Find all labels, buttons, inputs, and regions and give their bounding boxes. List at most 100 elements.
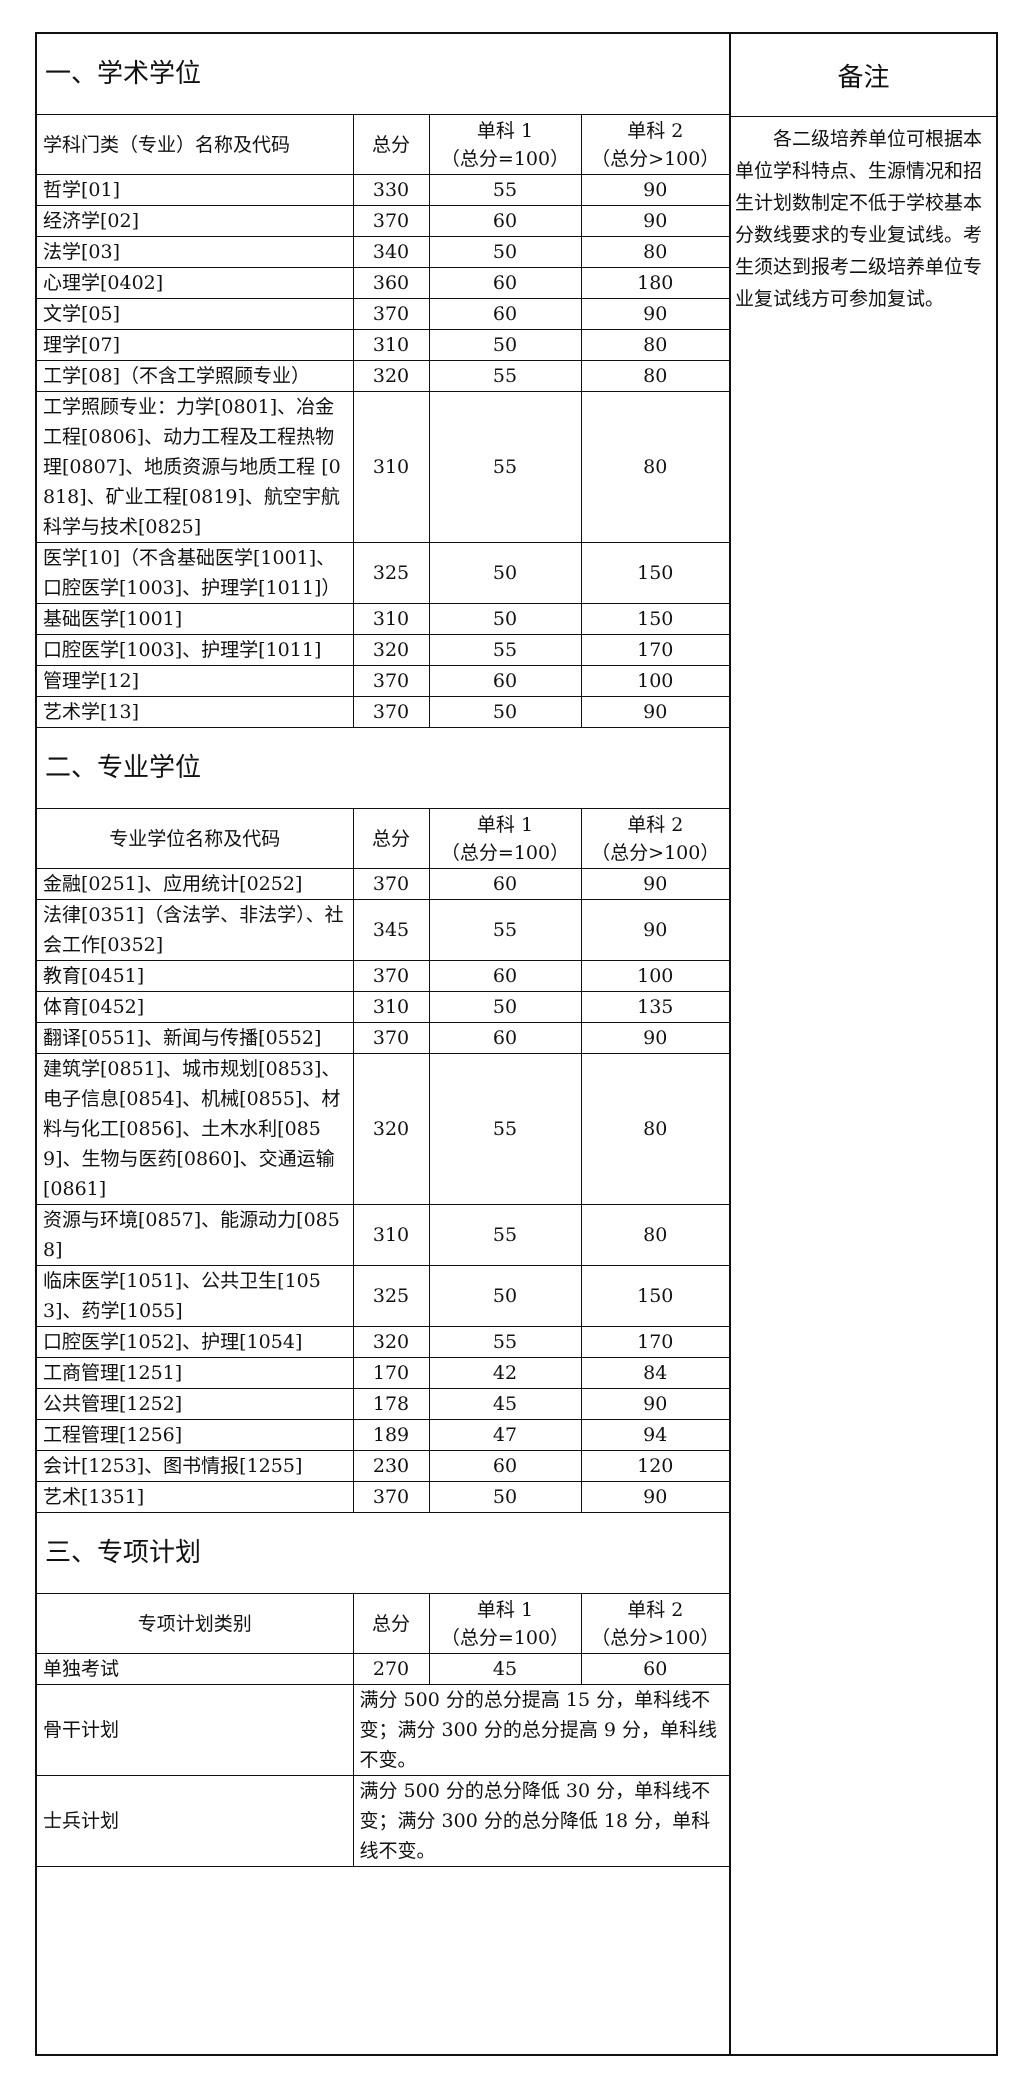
- row-name: 士兵计划: [37, 1775, 354, 1867]
- column-header: 单科 1 （总分=100）: [428, 808, 582, 869]
- row-name: 建筑学[0851]、城市规划[0853]、电子信息[0854]、机械[0855]…: [37, 1053, 354, 1205]
- section-title-row: 三、专项计划: [37, 1512, 730, 1594]
- column-header: 单科 2 （总分>100）: [580, 808, 730, 869]
- single-subject-2-score: 80: [580, 329, 730, 361]
- total-score: 310: [352, 991, 430, 1023]
- single-subject-1-score: 55: [428, 1053, 582, 1205]
- table-row: 会计[1253]、图书情报[1255] 230 60 120: [37, 1450, 730, 1482]
- row-name: 教育[0451]: [37, 960, 354, 992]
- single-subject-1-score: 42: [428, 1357, 582, 1389]
- total-score: 230: [352, 1450, 430, 1482]
- single-subject-1-score: 50: [428, 236, 582, 268]
- single-subject-1-score: 60: [428, 205, 582, 237]
- total-score: 270: [352, 1653, 430, 1685]
- single-subject-1-score: 47: [428, 1419, 582, 1451]
- table-row: 工商管理[1251] 170 42 84: [37, 1357, 730, 1389]
- single-subject-2-score: 60: [580, 1653, 730, 1685]
- column-header: 总分: [352, 1593, 430, 1654]
- row-name: 口腔医学[1052]、护理[1054]: [37, 1326, 354, 1358]
- single-subject-2-score: 80: [580, 1053, 730, 1205]
- single-subject-1-score: 45: [428, 1653, 582, 1685]
- row-name: 骨干计划: [37, 1684, 354, 1776]
- single-subject-2-score: 150: [580, 1265, 730, 1327]
- score-sections: 一、学术学位 学科门类（专业）名称及代码 总分 单科 1 （总分=100） 单科 2 （…: [37, 34, 731, 2054]
- total-score: 370: [352, 665, 430, 697]
- row-note: 满分 500 分的总分提高 15 分，单科线不变；满分 300 分的总分提高 9…: [352, 1684, 730, 1776]
- single-subject-2-score: 170: [580, 634, 730, 666]
- single-subject-2-score: 100: [580, 665, 730, 697]
- column-header: 单科 1 （总分=100）: [428, 114, 582, 175]
- total-score: 189: [352, 1419, 430, 1451]
- row-name: 公共管理[1252]: [37, 1388, 354, 1420]
- single-subject-2-score: 80: [580, 391, 730, 543]
- total-score: 370: [352, 205, 430, 237]
- total-score: 320: [352, 1326, 430, 1358]
- single-subject-2-score: 90: [580, 298, 730, 330]
- single-subject-1-score: 60: [428, 960, 582, 992]
- row-note: 满分 500 分的总分降低 30 分，单科线不变；满分 300 分的总分降低 1…: [352, 1775, 730, 1867]
- single-subject-2-score: 90: [580, 1022, 730, 1054]
- row-name: 体育[0452]: [37, 991, 354, 1023]
- total-score: 178: [352, 1388, 430, 1420]
- row-name: 工学[08]（不含工学照顾专业）: [37, 360, 354, 392]
- single-subject-2-score: 135: [580, 991, 730, 1023]
- row-name: 艺术[1351]: [37, 1481, 354, 1513]
- single-subject-1-score: 60: [428, 665, 582, 697]
- column-header: 总分: [352, 808, 430, 869]
- section-title: 一、学术学位: [37, 34, 730, 115]
- single-subject-1-score: 55: [428, 634, 582, 666]
- table-row: 医学[10]（不含基础医学[1001]、口腔医学[1003]、护理学[1011]…: [37, 542, 730, 604]
- row-name: 工商管理[1251]: [37, 1357, 354, 1389]
- table-row: 教育[0451] 370 60 100: [37, 960, 730, 992]
- table-row: 翻译[0551]、新闻与传播[0552] 370 60 90: [37, 1022, 730, 1054]
- row-name: 临床医学[1051]、公共卫生[1053]、药学[1055]: [37, 1265, 354, 1327]
- row-name: 会计[1253]、图书情报[1255]: [37, 1450, 354, 1482]
- table-row: 骨干计划 满分 500 分的总分提高 15 分，单科线不变；满分 300 分的总分…: [37, 1684, 730, 1776]
- single-subject-1-score: 60: [428, 1022, 582, 1054]
- total-score: 320: [352, 1053, 430, 1205]
- total-score: 320: [352, 634, 430, 666]
- single-subject-1-score: 55: [428, 1204, 582, 1266]
- row-name: 翻译[0551]、新闻与传播[0552]: [37, 1022, 354, 1054]
- row-name: 心理学[0402]: [37, 267, 354, 299]
- row-name: 艺术学[13]: [37, 696, 354, 728]
- single-subject-2-score: 80: [580, 1204, 730, 1266]
- single-subject-2-score: 84: [580, 1357, 730, 1389]
- single-subject-1-score: 45: [428, 1388, 582, 1420]
- column-header-row: 专业学位名称及代码 总分 单科 1 （总分=100） 单科 2 （总分>100）: [37, 808, 730, 869]
- single-subject-1-score: 55: [428, 174, 582, 206]
- single-subject-1-score: 55: [428, 360, 582, 392]
- single-subject-1-score: 50: [428, 542, 582, 604]
- total-score: 170: [352, 1357, 430, 1389]
- single-subject-1-score: 50: [428, 696, 582, 728]
- single-subject-1-score: 50: [428, 603, 582, 635]
- table-row: 法学[03] 340 50 80: [37, 236, 730, 268]
- remarks-title: 备注: [731, 34, 996, 117]
- table-row: 临床医学[1051]、公共卫生[1053]、药学[1055] 325 50 150: [37, 1265, 730, 1327]
- single-subject-1-score: 50: [428, 1481, 582, 1513]
- single-subject-2-score: 90: [580, 899, 730, 961]
- single-subject-2-score: 90: [580, 1388, 730, 1420]
- section-title: 三、专项计划: [37, 1512, 730, 1594]
- total-score: 325: [352, 1265, 430, 1327]
- table-row: 理学[07] 310 50 80: [37, 329, 730, 361]
- row-name: 金融[0251]、应用统计[0252]: [37, 868, 354, 900]
- column-header: 学科门类（专业）名称及代码: [37, 114, 354, 175]
- single-subject-1-score: 55: [428, 1326, 582, 1358]
- single-subject-1-score: 55: [428, 899, 582, 961]
- single-subject-2-score: 150: [580, 542, 730, 604]
- table-row: 公共管理[1252] 178 45 90: [37, 1388, 730, 1420]
- single-subject-2-score: 90: [580, 868, 730, 900]
- column-header: 单科 2 （总分>100）: [580, 114, 730, 175]
- table-row: 金融[0251]、应用统计[0252] 370 60 90: [37, 868, 730, 900]
- table-row: 单独考试 270 45 60: [37, 1653, 730, 1685]
- table-row: 经济学[02] 370 60 90: [37, 205, 730, 237]
- single-subject-2-score: 100: [580, 960, 730, 992]
- single-subject-1-score: 60: [428, 1450, 582, 1482]
- single-subject-2-score: 180: [580, 267, 730, 299]
- table-row: 文学[05] 370 60 90: [37, 298, 730, 330]
- single-subject-1-score: 50: [428, 991, 582, 1023]
- table-row: 资源与环境[0857]、能源动力[0858] 310 55 80: [37, 1204, 730, 1266]
- total-score: 340: [352, 236, 430, 268]
- table-row: 艺术学[13] 370 50 90: [37, 696, 730, 728]
